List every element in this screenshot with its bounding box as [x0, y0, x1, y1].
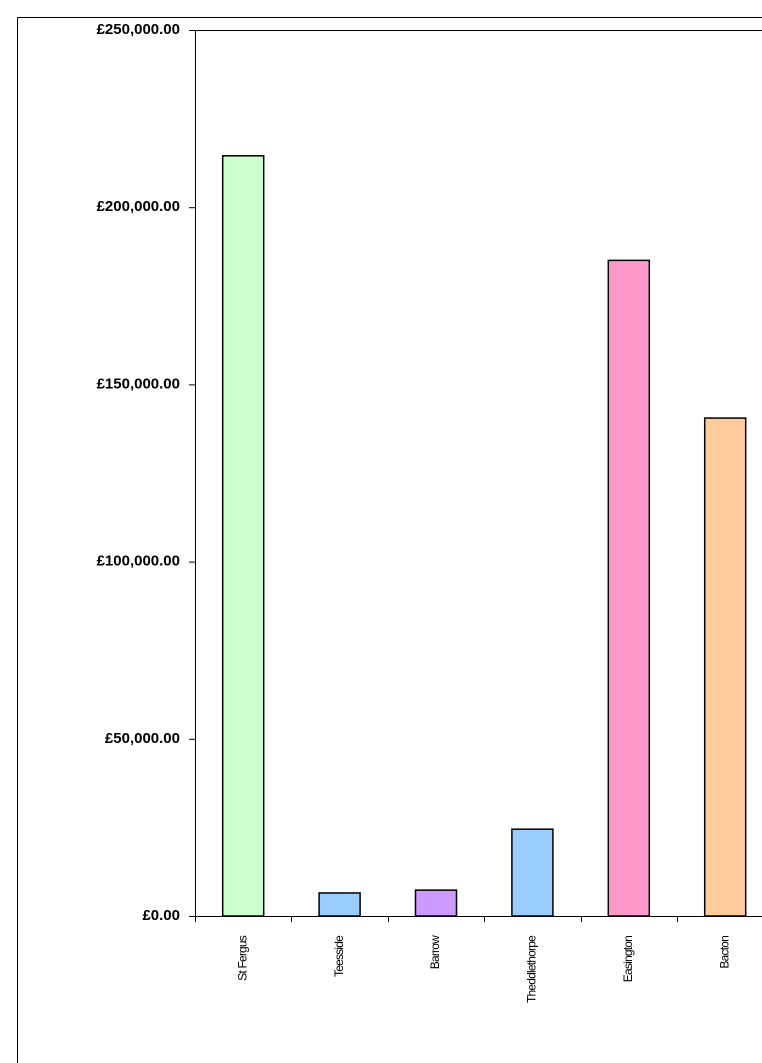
bar — [703, 417, 747, 917]
y-tick-label: £200,000.00 — [97, 198, 180, 215]
x-tick-label: Easington — [621, 936, 635, 982]
bar — [318, 892, 361, 917]
y-tick-label: £250,000.00 — [97, 21, 180, 38]
y-tick-label: £100,000.00 — [97, 553, 180, 570]
x-tick-label: Bacton — [717, 936, 731, 969]
y-tick-label: £0.00 — [142, 907, 180, 924]
x-tick-label: Teesside — [332, 935, 346, 977]
bar — [414, 889, 458, 917]
bar — [221, 155, 265, 917]
y-tick-label: £150,000.00 — [97, 375, 180, 392]
x-tick-label: St Fergus — [235, 935, 249, 981]
bar — [511, 828, 554, 917]
x-tick-label: Theddlethorpe — [525, 935, 539, 1003]
bar — [607, 259, 651, 917]
y-tick-label: £50,000.00 — [105, 730, 180, 747]
x-tick-label: Barrow — [428, 935, 442, 969]
